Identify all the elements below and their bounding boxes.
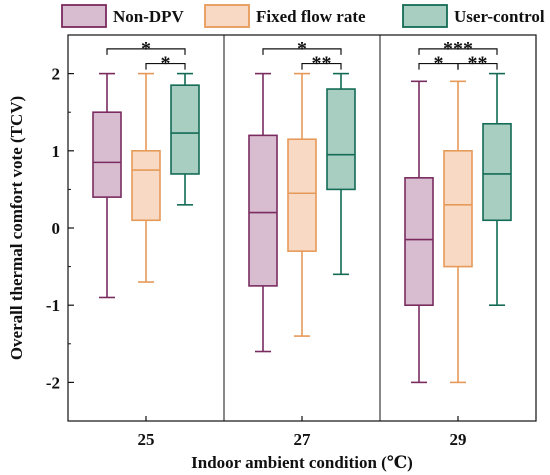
box-fixed-flow-rate-27	[287, 72, 317, 337]
significance-label: **	[468, 53, 488, 75]
x-tick-label: 25	[138, 430, 155, 449]
box-iqr	[287, 138, 317, 252]
x-tick-label: 27	[294, 430, 312, 449]
bracket-line	[457, 62, 498, 70]
significance-bracket: *	[106, 38, 186, 60]
x-axis-label: Indoor ambient condition (℃)	[191, 453, 413, 472]
box-iqr	[170, 84, 200, 175]
box-iqr	[443, 150, 473, 268]
y-axis: -2 -1 0 1 2	[46, 34, 74, 422]
y-tick-label: 2	[52, 65, 61, 84]
box-fixed-flow-rate-29	[443, 80, 473, 384]
box-iqr	[326, 88, 356, 191]
y-tick-label: -1	[46, 296, 60, 315]
significance-label: *	[161, 53, 171, 75]
significance-bracket: *	[145, 53, 186, 75]
significance-label: *	[141, 38, 151, 60]
box-iqr	[248, 134, 278, 287]
significance-label: **	[312, 53, 332, 75]
x-axis: 25 27 29	[138, 416, 467, 449]
legend-swatch	[402, 4, 448, 28]
bracket-line	[418, 48, 498, 55]
significance-bracket: *	[262, 38, 342, 60]
significance-label: *	[434, 53, 444, 75]
y-tick-label: -2	[46, 373, 60, 392]
significance-brackets: ********* **	[106, 38, 498, 75]
box-user-control-25	[170, 72, 200, 206]
y-tick-label: 0	[52, 219, 61, 238]
x-tick-label: 29	[450, 430, 467, 449]
significance-bracket: **	[457, 53, 498, 75]
legend-swatch	[204, 4, 250, 28]
y-axis-label: Overall thermal comfort vote (TCV)	[7, 96, 26, 360]
bracket-line	[301, 62, 342, 70]
y-tick-label: 1	[52, 142, 61, 161]
box-iqr	[482, 122, 512, 222]
box-user-control-27	[326, 72, 356, 276]
legend-label: User-control	[454, 7, 545, 26]
box-iqr	[92, 111, 122, 198]
legend-item-fixed-flow-rate: Fixed flow rate	[204, 4, 366, 28]
significance-label: *	[297, 38, 307, 60]
box-non-dpv-25	[92, 72, 122, 299]
box-non-dpv-27	[248, 72, 278, 353]
box-iqr	[404, 177, 434, 307]
bracket-line	[106, 48, 186, 55]
box-fixed-flow-rate-25	[131, 72, 161, 283]
legend-swatch	[61, 4, 107, 28]
bracket-line	[145, 62, 186, 70]
group-separators	[223, 35, 381, 421]
legend-label: Non-DPV	[113, 7, 185, 26]
legend-item-user-control: User-control	[402, 4, 545, 28]
legend-item-non-dpv: Non-DPV	[61, 4, 185, 28]
legend-label: Fixed flow rate	[256, 7, 366, 26]
significance-bracket: ***	[418, 38, 498, 60]
legend: Non-DPV Fixed flow rate User-control	[61, 4, 545, 28]
bracket-line	[262, 48, 342, 55]
significance-bracket: **	[301, 53, 342, 75]
box-user-control-29	[482, 72, 512, 307]
box-non-dpv-29	[404, 80, 434, 384]
box-iqr	[131, 150, 161, 222]
box-series	[92, 72, 512, 384]
significance-label: ***	[443, 38, 473, 60]
